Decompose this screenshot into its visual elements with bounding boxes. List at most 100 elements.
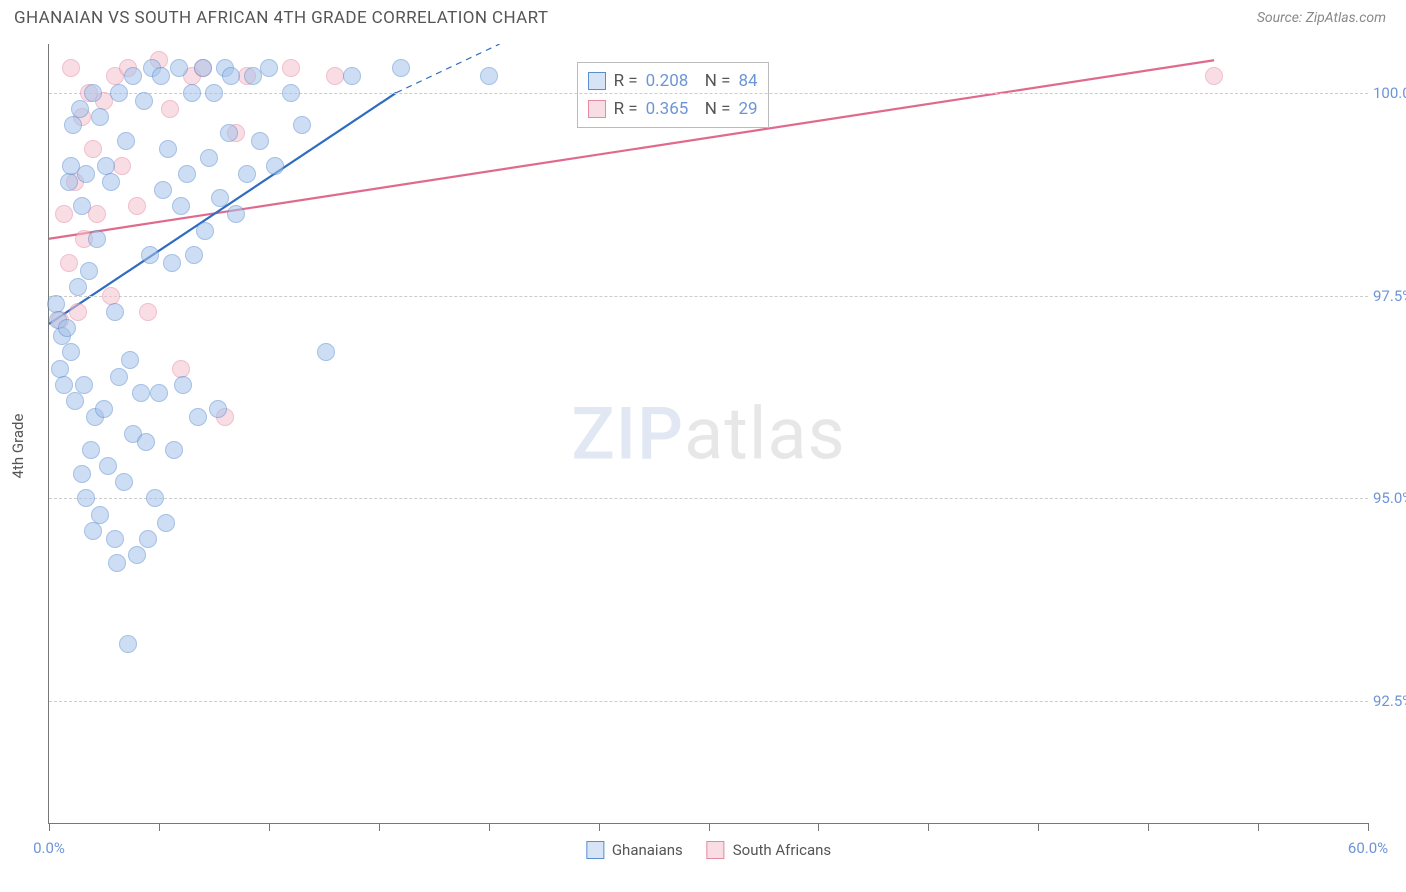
data-point [150, 384, 168, 402]
data-point [189, 408, 207, 426]
data-point [211, 189, 229, 207]
data-point [251, 132, 269, 150]
data-point [113, 157, 131, 175]
data-point [220, 124, 238, 142]
legend-item-ghanaians: Ghanaians [586, 841, 683, 859]
ytick-label: 97.5% [1373, 287, 1406, 305]
xtick-mark [489, 823, 490, 831]
ytick-label: 95.0% [1373, 489, 1406, 507]
data-point [480, 67, 498, 85]
data-point [119, 635, 137, 653]
data-point [157, 514, 175, 532]
legend-n-value: 84 [738, 71, 757, 91]
xtick-mark [269, 823, 270, 831]
data-point [200, 149, 218, 167]
xtick-mark [1038, 823, 1039, 831]
data-point [64, 116, 82, 134]
legend-r-value: 0.208 [646, 71, 689, 91]
xtick-mark [1258, 823, 1259, 831]
legend-r-label: R = [614, 99, 638, 119]
watermark: ZIPatlas [571, 391, 845, 476]
data-point [194, 59, 212, 77]
legend-item-south-africans: South Africans [707, 841, 831, 859]
xtick-mark [1148, 823, 1149, 831]
data-point [196, 222, 214, 240]
data-point [84, 140, 102, 158]
data-point [88, 230, 106, 248]
swatch-pink-icon [588, 100, 606, 118]
data-point [178, 165, 196, 183]
gridline-h [49, 93, 1368, 94]
data-point [161, 100, 179, 118]
data-point [163, 254, 181, 272]
data-point [84, 522, 102, 540]
data-point [110, 84, 128, 102]
data-point [172, 360, 190, 378]
data-point [205, 84, 223, 102]
data-point [55, 376, 73, 394]
legend-stats-row-south-africans: R = 0.365 N = 29 [588, 95, 758, 123]
legend-label: Ghanaians [612, 841, 683, 859]
gridline-h [49, 296, 1368, 297]
xtick-mark [928, 823, 929, 831]
data-point [60, 173, 78, 191]
source-label: Source: ZipAtlas.com [1257, 10, 1386, 26]
data-point [1205, 67, 1223, 85]
data-point [106, 530, 124, 548]
data-point [293, 116, 311, 134]
xtick-mark [159, 823, 160, 831]
xtick-mark [379, 823, 380, 831]
data-point [222, 67, 240, 85]
data-point [58, 319, 76, 337]
data-point [135, 92, 153, 110]
legend-n-value: 29 [738, 99, 757, 119]
data-point [392, 59, 410, 77]
data-point [60, 254, 78, 272]
data-point [69, 278, 87, 296]
xtick-mark [709, 823, 710, 831]
data-point [282, 59, 300, 77]
data-point [266, 157, 284, 175]
data-point [159, 140, 177, 158]
data-point [172, 197, 190, 215]
data-point [97, 157, 115, 175]
data-point [88, 205, 106, 223]
data-point [102, 173, 120, 191]
data-point [62, 343, 80, 361]
data-point [238, 165, 256, 183]
data-point [51, 360, 69, 378]
xtick-mark [818, 823, 819, 831]
data-point [124, 67, 142, 85]
data-point [282, 84, 300, 102]
legend-stats-box: R = 0.208 N = 84 R = 0.365 N = 29 [577, 62, 769, 128]
data-point [227, 205, 245, 223]
ytick-label: 100.0% [1373, 84, 1406, 102]
data-point [152, 67, 170, 85]
data-point [91, 108, 109, 126]
data-point [117, 132, 135, 150]
swatch-pink-icon [707, 841, 725, 859]
data-point [317, 343, 335, 361]
data-point [128, 546, 146, 564]
trend-lines-svg [49, 44, 1368, 823]
data-point [165, 441, 183, 459]
legend-n-label: N = [696, 71, 730, 91]
data-point [84, 84, 102, 102]
data-point [121, 351, 139, 369]
data-point [110, 368, 128, 386]
xtick-label: 0.0% [33, 839, 65, 857]
data-point [106, 303, 124, 321]
y-axis-label: 4th Grade [9, 414, 27, 479]
data-point [99, 457, 117, 475]
data-point [343, 67, 361, 85]
legend-stats-row-ghanaians: R = 0.208 N = 84 [588, 67, 758, 95]
data-point [209, 400, 227, 418]
bottom-legend: Ghanaians South Africans [586, 841, 831, 859]
legend-label: South Africans [733, 841, 831, 859]
ytick-label: 92.5% [1373, 692, 1406, 710]
data-point [260, 59, 278, 77]
data-point [66, 392, 84, 410]
data-point [108, 554, 126, 572]
xtick-mark [599, 823, 600, 831]
gridline-h [49, 498, 1368, 499]
